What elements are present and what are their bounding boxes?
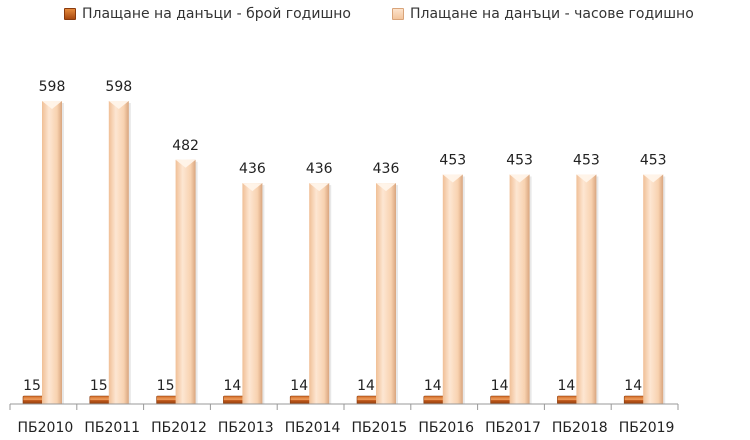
- category-label: ПБ2012: [151, 420, 207, 436]
- category-label: ПБ2014: [285, 420, 341, 436]
- chart-legend: Плащане на данъци - брой годишно Плащане…: [0, 6, 750, 28]
- value-label-series2: 598: [105, 79, 132, 95]
- bar-series2: [376, 183, 398, 404]
- legend-swatch-brown-icon: [64, 8, 76, 20]
- bar-series2: [576, 174, 599, 404]
- bar-series2: [442, 174, 465, 404]
- bar-series1: [623, 395, 645, 405]
- value-label-series1: 14: [223, 378, 241, 394]
- bar-series2: [42, 101, 64, 404]
- bar-series2: [108, 101, 131, 404]
- legend-label-series2: Плащане на данъци - часове годишно: [410, 6, 694, 22]
- bar-series2: [242, 183, 265, 404]
- value-label-series1: 15: [157, 378, 175, 394]
- bar-series1: [22, 395, 44, 405]
- value-label-series1: 14: [290, 378, 308, 394]
- bar-series2: [309, 183, 332, 404]
- legend-item-series1: Плащане на данъци - брой годишно: [64, 6, 351, 22]
- bar-series1: [490, 395, 511, 405]
- value-label-series1: 14: [424, 378, 442, 394]
- bar-series1: [289, 395, 311, 405]
- bar-series1: [423, 395, 445, 405]
- value-label-series2: 436: [306, 161, 333, 177]
- bar-series1: [557, 395, 578, 405]
- category-label: ПБ2011: [84, 420, 140, 436]
- legend-item-series2: Плащане на данъци - часове годишно: [392, 6, 694, 22]
- category-label: ПБ2019: [619, 420, 675, 436]
- bar-series2: [643, 174, 666, 404]
- category-label: ПБ2016: [418, 420, 474, 436]
- value-label-series1: 14: [491, 378, 509, 394]
- value-label-series2: 482: [172, 138, 199, 154]
- category-label: ПБ2013: [218, 420, 274, 436]
- bar-series2: [175, 159, 198, 404]
- bar-series1: [89, 395, 111, 405]
- bar-series1: [156, 395, 177, 405]
- value-label-series2: 453: [573, 152, 600, 168]
- value-label-series2: 598: [39, 79, 66, 95]
- category-label: ПБ2018: [552, 420, 608, 436]
- value-label-series1: 15: [23, 378, 41, 394]
- category-label: ПБ2015: [352, 420, 408, 436]
- value-label-series1: 14: [357, 378, 375, 394]
- value-label-series1: 14: [557, 378, 575, 394]
- bar-series1: [223, 395, 244, 405]
- x-axis: [9, 403, 679, 410]
- category-label: ПБ2017: [485, 420, 541, 436]
- legend-label-series1: Плащане на данъци - брой годишно: [82, 6, 351, 22]
- legend-swatch-peach-icon: [392, 8, 404, 20]
- value-label-series1: 15: [90, 378, 108, 394]
- value-label-series2: 453: [506, 152, 533, 168]
- value-label-series2: 453: [439, 152, 466, 168]
- category-label: ПБ2010: [18, 420, 74, 436]
- value-label-series2: 436: [239, 161, 266, 177]
- bar-series2: [509, 174, 532, 404]
- bar-series1: [356, 395, 378, 405]
- value-label-series2: 436: [373, 161, 400, 177]
- value-label-series1: 14: [624, 378, 642, 394]
- value-label-series2: 453: [640, 152, 667, 168]
